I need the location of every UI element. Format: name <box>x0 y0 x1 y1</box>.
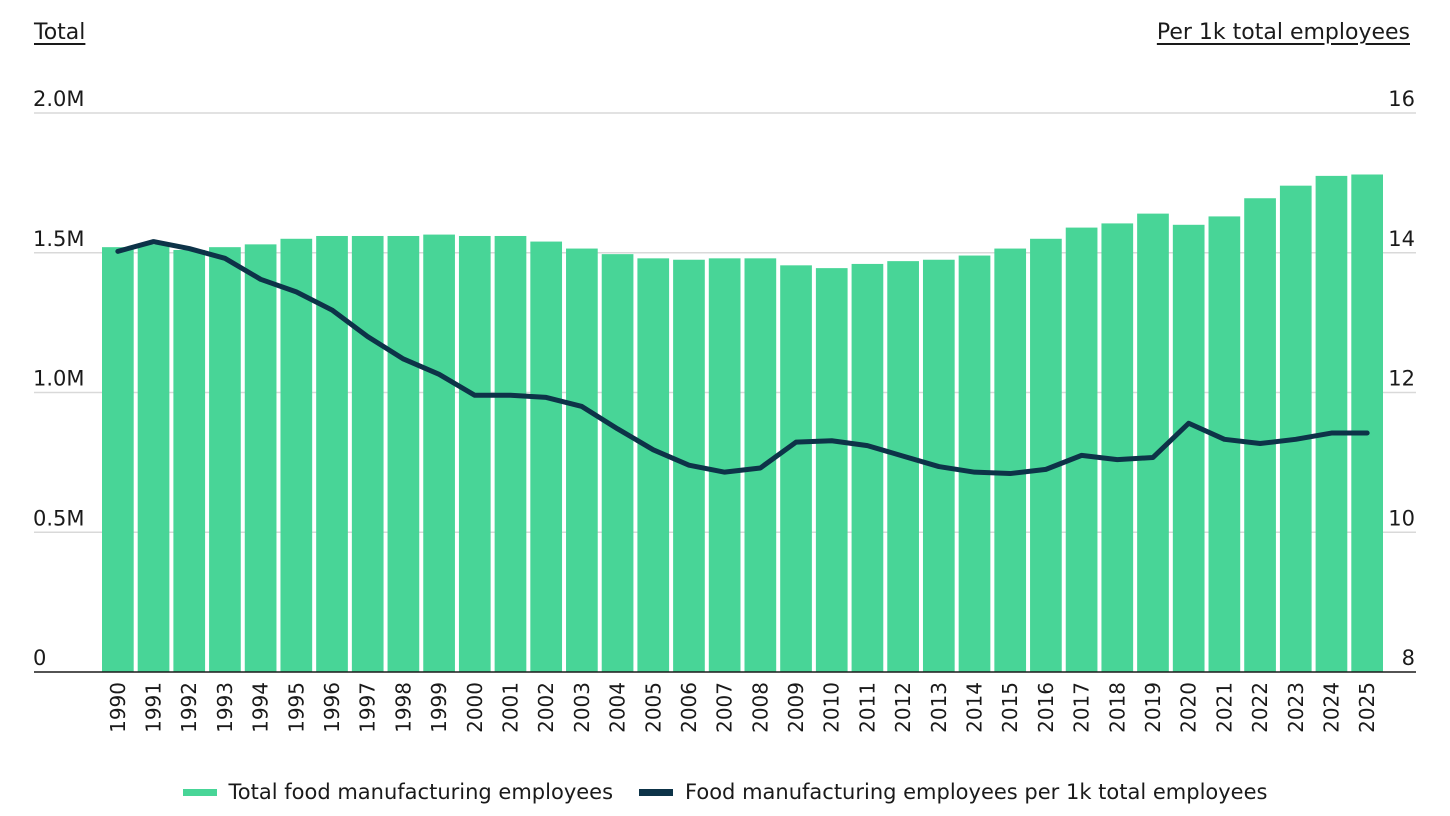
bar <box>958 255 991 673</box>
x-tick-label: 1998 <box>391 682 415 733</box>
x-tick-label: 2021 <box>1212 682 1236 733</box>
legend-bar-swatch <box>182 788 217 796</box>
x-tick-label: 2005 <box>641 682 665 733</box>
x-tick-label: 1996 <box>320 682 344 733</box>
bar <box>1137 213 1169 672</box>
x-tick-label: 2024 <box>1319 682 1343 733</box>
bar <box>173 249 206 672</box>
bar <box>1065 227 1098 672</box>
bar <box>637 258 670 672</box>
right-tick-label: 14 <box>1388 227 1415 251</box>
right-tick-label: 8 <box>1402 646 1415 670</box>
bar <box>423 234 455 672</box>
x-tick-label: 2022 <box>1248 682 1272 733</box>
x-tick-label: 2003 <box>570 682 594 733</box>
bar <box>530 241 563 672</box>
bar <box>387 235 420 673</box>
left-tick-label: 1.5M <box>33 227 85 251</box>
bar <box>1101 223 1134 672</box>
bar <box>566 248 598 672</box>
bar <box>994 248 1027 672</box>
x-tick-label: 2000 <box>463 682 487 733</box>
legend-bar-label: Total food manufacturing employees <box>228 780 614 804</box>
bar <box>1244 198 1276 672</box>
x-tick-label: 1999 <box>427 682 451 733</box>
bar <box>851 263 884 672</box>
bar <box>1208 216 1241 673</box>
x-tick-label: 2006 <box>677 682 701 733</box>
left-tick-label: 2.0M <box>33 87 85 111</box>
bar <box>494 235 527 673</box>
x-tick-label: 2013 <box>927 682 951 733</box>
x-tick-label: 1997 <box>356 682 380 733</box>
right-tick-label: 16 <box>1388 87 1415 111</box>
legend-line-swatch <box>639 788 674 796</box>
legend-item-line: Food manufacturing employees per 1k tota… <box>639 780 1267 804</box>
bar <box>102 247 134 672</box>
bar <box>209 247 241 672</box>
bar <box>780 265 812 672</box>
bar <box>815 268 848 672</box>
left-tick-label: 0 <box>33 646 46 670</box>
bar <box>1351 174 1383 673</box>
bar <box>1172 224 1205 673</box>
x-tick-label: 1992 <box>177 682 201 733</box>
bar <box>316 235 348 673</box>
x-tick-label: 2009 <box>784 682 808 733</box>
x-tick-label: 2023 <box>1284 682 1308 733</box>
x-tick-label: 2020 <box>1177 682 1201 733</box>
bar <box>1279 185 1312 673</box>
legend-item-bars: Total food manufacturing employees <box>182 780 614 804</box>
x-tick-label: 2002 <box>534 682 558 733</box>
left-tick-label: 1.0M <box>33 367 85 391</box>
x-tick-label: 2012 <box>891 682 915 733</box>
bar <box>601 254 634 672</box>
legend: Total food manufacturing employees Food … <box>0 780 1450 804</box>
x-tick-label: 2014 <box>963 682 987 733</box>
left-axis-title: Total <box>34 20 86 45</box>
bar <box>458 235 491 673</box>
x-tick-label: 2025 <box>1355 682 1379 733</box>
x-tick-label: 2010 <box>820 682 844 733</box>
x-tick-label: 2007 <box>713 682 737 733</box>
bar <box>887 261 919 672</box>
bar <box>1030 238 1062 672</box>
x-tick-label: 2008 <box>748 682 772 733</box>
x-tick-label: 1991 <box>142 682 166 733</box>
x-tick-label: 2017 <box>1070 682 1094 733</box>
right-tick-label: 10 <box>1388 506 1415 530</box>
right-tick-label: 12 <box>1388 367 1415 391</box>
bar <box>1315 175 1348 672</box>
x-tick-label: 1995 <box>284 682 308 733</box>
x-tick-label: 2001 <box>498 682 522 733</box>
x-tick-label: 1994 <box>249 682 273 733</box>
bar <box>280 238 313 672</box>
bar <box>137 244 170 673</box>
legend-line-label: Food manufacturing employees per 1k tota… <box>685 780 1268 804</box>
bar <box>708 258 741 672</box>
bar <box>244 244 277 673</box>
x-tick-label: 2004 <box>606 682 630 733</box>
x-tick-label: 2019 <box>1141 682 1165 733</box>
x-tick-label: 2016 <box>1034 682 1058 733</box>
x-tick-label: 1990 <box>106 682 130 733</box>
x-tick-label: 2015 <box>998 682 1022 733</box>
x-tick-label: 1993 <box>213 682 237 733</box>
bar <box>351 235 384 673</box>
series-line <box>115 239 1370 477</box>
left-tick-label: 0.5M <box>33 506 85 530</box>
x-tick-label: 2018 <box>1105 682 1129 733</box>
chart-canvas: 0 8 0.5M 10 1.0M 12 1.5M 14 2.0M 16 1990 1991 1992 19… <box>33 87 1416 733</box>
x-tick-label: 2011 <box>855 682 879 733</box>
right-axis-title: Per 1k total employees <box>1156 20 1410 45</box>
